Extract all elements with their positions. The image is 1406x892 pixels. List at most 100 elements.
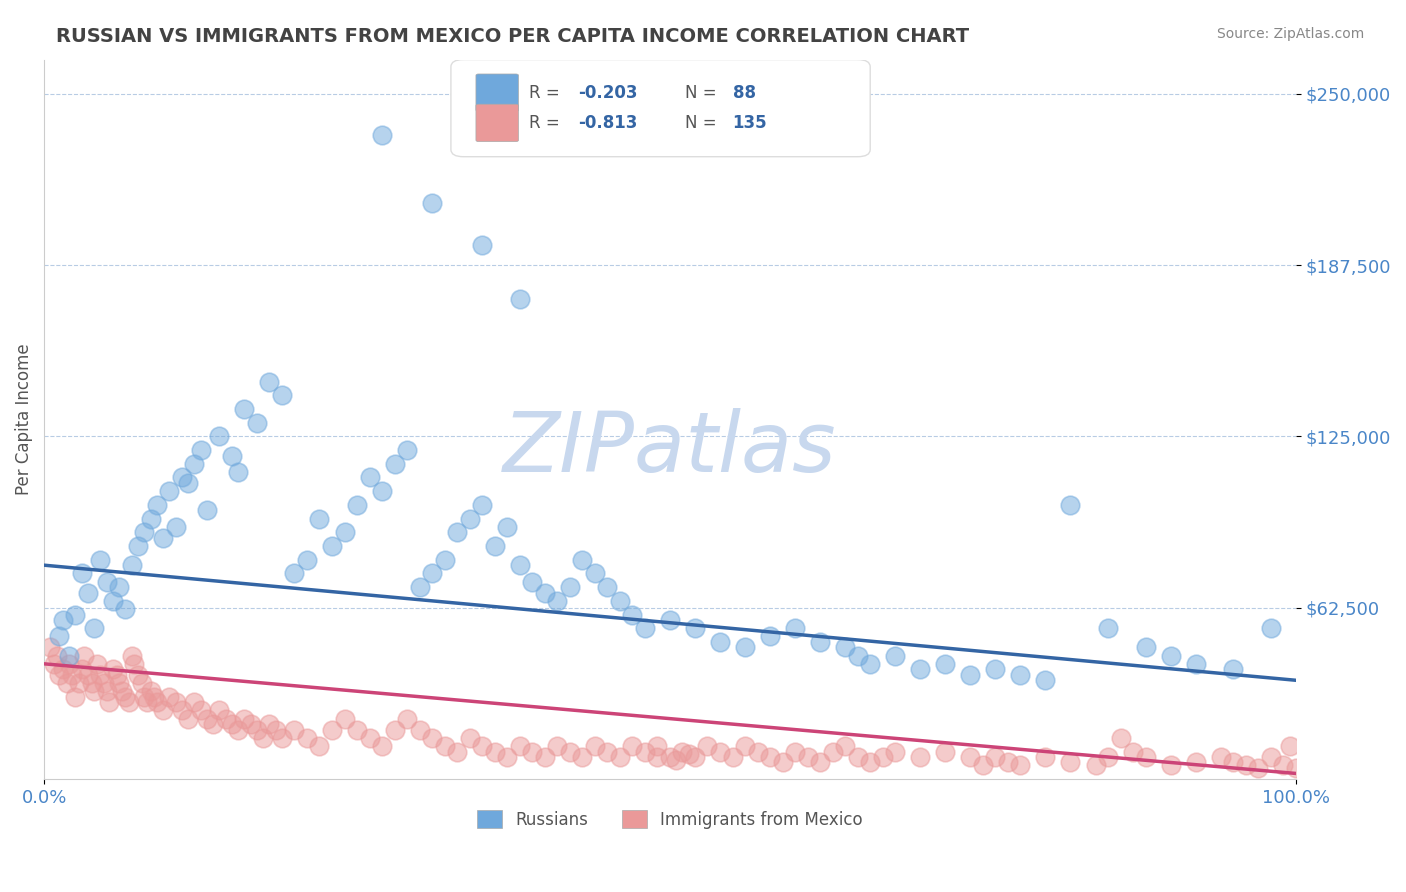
Point [859,756,882,770]
Point [396,443,419,458]
Point [665,753,688,767]
Point [683,621,706,635]
Point [1084,758,1107,772]
Point [808,756,831,770]
Point [70,662,93,676]
Point [321,723,343,737]
Point [127,539,149,553]
Point [346,723,368,737]
Point [1272,758,1295,772]
Point [420,731,443,745]
FancyBboxPatch shape [477,104,519,142]
Point [972,758,994,772]
Point [114,690,136,704]
Point [190,443,212,458]
Point [333,525,356,540]
Point [621,739,644,753]
Point [433,739,456,753]
Point [747,745,769,759]
Point [308,511,330,525]
Point [884,648,907,663]
Point [959,750,981,764]
Point [73,648,96,663]
Point [984,750,1007,764]
Point [165,520,187,534]
Point [83,621,105,635]
Point [647,750,669,764]
Point [39,640,62,655]
Point [1035,750,1057,764]
Text: Source: ZipAtlas.com: Source: ZipAtlas.com [1216,27,1364,41]
Point [759,629,782,643]
Point [496,750,519,764]
Point [42,657,65,671]
Point [446,745,468,759]
Point [558,745,581,759]
Point [183,457,205,471]
Point [384,457,406,471]
Point [143,690,166,704]
Point [1109,731,1132,745]
Point [997,756,1019,770]
Point [108,676,131,690]
Text: RUSSIAN VS IMMIGRANTS FROM MEXICO PER CAPITA INCOME CORRELATION CHART: RUSSIAN VS IMMIGRANTS FROM MEXICO PER CA… [56,27,969,45]
Point [118,695,141,709]
Point [177,712,200,726]
Point [65,607,87,622]
Point [45,648,67,663]
Point [371,484,394,499]
Point [1278,739,1301,753]
Point [934,657,956,671]
Point [183,695,205,709]
Point [1135,640,1157,655]
Point [145,498,167,512]
Point [1209,750,1232,764]
Point [177,475,200,490]
Point [55,676,77,690]
Point [48,629,70,643]
Point [471,237,494,252]
Point [114,602,136,616]
Point [271,731,294,745]
Point [621,607,644,622]
Point [910,662,932,676]
Point [846,648,869,663]
Point [934,745,956,759]
Point [1097,750,1119,764]
Point [145,695,167,709]
Point [634,621,657,635]
Point [139,511,162,525]
Point [678,747,700,762]
Point [609,594,631,608]
Point [1097,621,1119,635]
Point [471,739,494,753]
Point [1184,657,1206,671]
Point [1260,750,1282,764]
Point [195,712,218,726]
Point [1122,745,1144,759]
Point [67,676,90,690]
Point [333,712,356,726]
Point [583,566,606,581]
Point [484,745,506,759]
Point [371,739,394,753]
Point [139,684,162,698]
Y-axis label: Per Capita Income: Per Capita Income [15,343,32,495]
FancyBboxPatch shape [477,74,519,112]
Point [596,580,619,594]
Point [1285,761,1308,775]
Point [246,416,269,430]
Point [647,739,669,753]
Point [295,552,318,566]
Point [522,745,544,759]
Point [1010,758,1032,772]
Point [834,739,856,753]
Point [796,750,818,764]
Point [872,750,894,764]
Point [131,676,153,690]
Point [96,684,118,698]
Point [683,750,706,764]
Point [283,566,305,581]
Point [346,498,368,512]
Point [1059,498,1081,512]
